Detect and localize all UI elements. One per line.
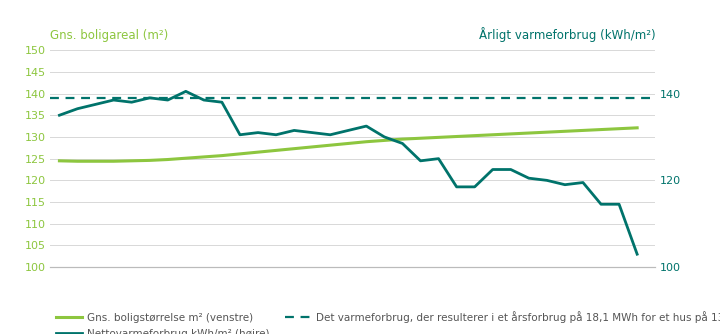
Text: Gns. boligareal (m²): Gns. boligareal (m²) [50,29,168,42]
Legend: Gns. boligstørrelse m² (venstre), Nettovarmeforbrug kWh/m² (højre), Det varmefor: Gns. boligstørrelse m² (venstre), Nettov… [55,312,720,334]
Text: Årligt varmeforbrug (kWh/m²): Årligt varmeforbrug (kWh/m²) [479,27,655,42]
